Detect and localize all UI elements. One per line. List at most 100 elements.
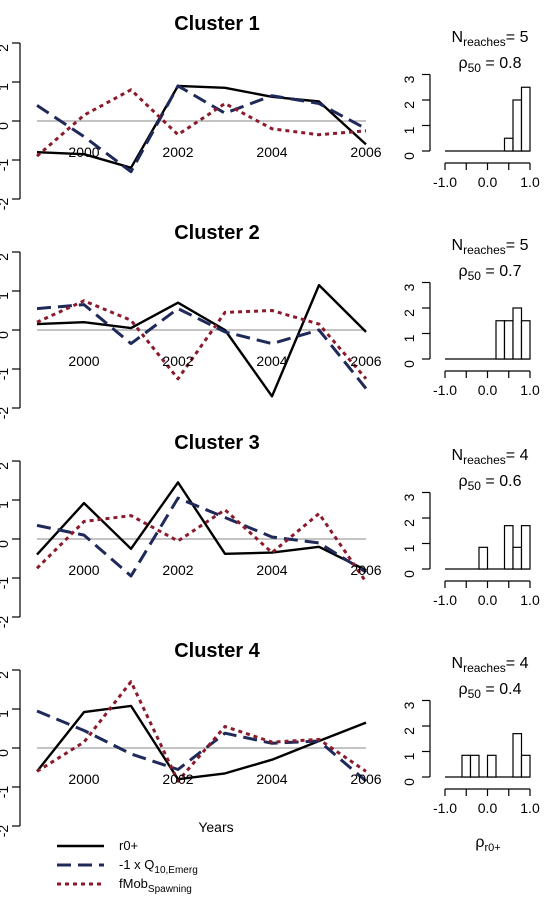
y-tick-label: -2 [0,616,11,629]
x-axis-label: Years [198,819,233,835]
x-tick-label: 2002 [162,353,193,369]
n-reaches-stat-main: N [452,237,464,254]
x-tick-label: 2002 [162,144,193,160]
y-tick-label: -2 [0,825,11,838]
hist-y-tick-label: 3 [401,283,417,291]
n-reaches-stat-eq: = [506,237,520,254]
series-line-fmob [35,508,368,583]
x-tick-label: 2006 [350,144,381,160]
y-tick-label: -1 [0,159,11,172]
hist-bar [512,307,523,360]
rho50-stat-sub: 50 [468,61,482,75]
rho50-stat: ρ50 = 0.6 [459,473,522,493]
hist-bar [512,546,523,570]
hist-y-tick-label: 0 [401,570,417,578]
x-tick-label: 2002 [162,562,193,578]
legend-label-r0: r0+ [119,838,138,853]
y-tick-label: 0 [0,331,11,339]
hist-y-tick-label: 1 [401,334,417,342]
n-reaches-stat-sub: reaches [463,453,506,467]
n-reaches-stat-sub: reaches [463,661,506,675]
x-tick-label: 2006 [350,771,381,787]
n-reaches-stat-eq: = [506,447,520,464]
hist-y-tick-label: 1 [401,752,417,760]
n-reaches-stat-eq: = [506,655,520,672]
y-tick-label: -1 [0,786,11,799]
hist-y-tick-label: 3 [401,75,417,83]
hist-x-tick-label: -1.0 [433,174,457,190]
hist-x-tick-label: 1.0 [520,800,540,816]
hist-x-tick-label: 0.0 [478,382,498,398]
hist-y-tick-label: 1 [401,544,417,552]
y-tick-label: 2 [0,44,11,52]
series-line-fmob [36,88,367,158]
n-reaches-stat-sub: reaches [463,243,506,257]
series-line-r0 [36,481,367,572]
series-line-q10 [36,709,367,783]
hist-bar [478,546,489,570]
hist-x-axis-label: ρr0+ [475,834,500,854]
x-tick-label: 2004 [256,144,287,160]
y-tick-label: 1 [0,83,11,91]
y-tick-label: -1 [0,577,11,590]
n-reaches-stat: Nreaches= 4 [452,447,529,467]
panel-title: Cluster 2 [174,222,260,244]
hist-bar [503,525,514,570]
legend-label-main: fMob [119,876,148,891]
hist-y-tick-label: 3 [401,701,417,709]
hist-x-axis-label-sub: r0+ [484,842,500,854]
n-reaches-stat-value: 5 [520,29,529,46]
n-reaches-stat-main: N [452,655,464,672]
cluster-4-panel: Cluster 4 -2 -1 0 1 2 2000 2002 2004 2006 Years Nre… [0,640,540,854]
legend-label-q10: -1 x Q10,Emerg [119,857,198,876]
rho50-stat-main: ρ [459,55,468,72]
hist-bar [520,525,531,570]
hist-x-tick-label: -1.0 [433,800,457,816]
n-reaches-stat-main: N [452,447,464,464]
legend-label-sub: Spawning [148,884,192,895]
x-tick-label: 2000 [68,144,99,160]
n-reaches-stat: Nreaches= 5 [452,237,529,257]
hist-y-tick-label: 2 [401,727,417,735]
rho50-stat-sub: 50 [468,269,482,283]
series-line-fmob [36,299,368,381]
hist-y-tick-label: 0 [401,360,417,368]
hist-y-tick-label: 0 [401,778,417,786]
x-tick-label: 2004 [256,353,287,369]
rho50-stat-main: ρ [459,263,468,280]
legend-label-fmob: fMobSpawning [119,876,192,895]
hist-x-tick-label: 1.0 [520,592,540,608]
hist-x-tick-label: -1.0 [433,592,457,608]
panel-title: Cluster 4 [174,640,260,662]
y-tick-label: 2 [0,253,11,261]
hist-x-tick-label: 0.0 [478,592,498,608]
rho50-stat-eq: = [481,263,499,280]
cluster-3-panel: Cluster 3 -2 -1 0 1 2 2000 2002 2004 2006 Nreaches… [0,432,540,628]
rho50-stat-value: 0.4 [499,681,521,698]
hist-bar [520,320,531,360]
x-tick-label: 2000 [68,562,99,578]
series-line-q10 [36,84,367,174]
hist-bar [469,754,480,778]
hist-y-tick-label: 2 [401,519,417,527]
n-reaches-stat-sub: reaches [463,35,506,49]
series-line-q10 [36,496,367,578]
hist-bar [520,86,531,152]
x-tick-label: 2002 [162,771,193,787]
n-reaches-stat-value: 4 [520,447,529,464]
y-tick-label: 0 [0,122,11,130]
series-line-q10 [36,303,368,390]
hist-x-tick-label: -1.0 [433,382,457,398]
rho50-stat-eq: = [481,681,499,698]
y-tick-label: 2 [0,462,11,470]
hist-bar [461,754,472,778]
hist-bar [512,733,523,778]
n-reaches-stat-value: 4 [520,655,529,672]
rho50-stat-sub: 50 [468,687,482,701]
hist-x-tick-label: 1.0 [520,174,540,190]
y-tick-label: -2 [0,407,11,420]
rho50-stat: ρ50 = 0.4 [459,681,522,701]
panel-title: Cluster 3 [174,432,260,454]
